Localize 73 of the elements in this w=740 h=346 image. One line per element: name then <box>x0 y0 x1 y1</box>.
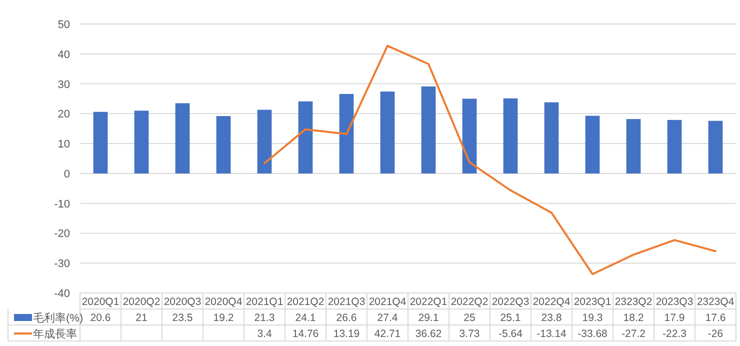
data-label: 17.9 <box>664 312 685 324</box>
bar <box>421 86 436 174</box>
data-label: 19.3 <box>582 312 603 324</box>
bar <box>708 120 723 174</box>
data-label: 3.4 <box>257 328 272 340</box>
x-tick-label: 2022Q1 <box>410 296 448 308</box>
x-tick-label: 2020Q3 <box>164 296 202 308</box>
data-label: 19.2 <box>213 312 234 324</box>
x-tick-label: 2022Q3 <box>492 296 530 308</box>
data-label: 20.6 <box>90 312 111 324</box>
data-label: 24.1 <box>295 312 316 324</box>
data-label: 18.2 <box>623 312 644 324</box>
y-tick-label: 20 <box>58 108 70 121</box>
bar <box>339 94 354 174</box>
bar <box>544 102 559 174</box>
x-tick-label: 2020Q1 <box>82 296 120 308</box>
y-tick-label: -10 <box>54 198 70 210</box>
x-tick-label: 2021Q2 <box>286 296 324 308</box>
data-label: 21 <box>136 312 148 324</box>
x-tick-label: 2023Q1 <box>574 296 612 308</box>
y-tick-label: -20 <box>54 228 70 240</box>
x-tick-label: 2323Q4 <box>696 296 734 308</box>
x-tick-label: 2022Q4 <box>532 296 570 308</box>
data-label: -22.3 <box>662 328 687 340</box>
line-series <box>264 44 716 276</box>
data-label: 42.71 <box>374 328 401 340</box>
data-label: 3.73 <box>459 328 480 340</box>
y-tick-label: 0 <box>64 168 70 180</box>
legend-label: 毛利率(%) <box>33 312 84 324</box>
bar <box>93 112 108 174</box>
data-label: -33.68 <box>578 328 608 340</box>
x-tick-label: 2021Q3 <box>328 296 366 308</box>
legend-label: 年成長率 <box>33 328 77 340</box>
data-label: 14.76 <box>292 328 319 340</box>
data-label: -27.2 <box>622 328 646 340</box>
data-label: 23.8 <box>541 312 562 324</box>
x-tick-label: 2020Q2 <box>122 296 160 308</box>
x-tick-label: 2021Q4 <box>368 296 406 308</box>
data-label: 25.1 <box>500 312 521 324</box>
bar <box>503 98 518 174</box>
data-label: 25 <box>464 312 476 324</box>
bar <box>257 110 272 174</box>
y-tick-label: 50 <box>58 19 70 31</box>
y-tick-label: -40 <box>54 288 70 300</box>
data-label: 21.3 <box>254 312 275 324</box>
y-tick-label: 10 <box>58 138 70 151</box>
data-label: 23.5 <box>172 312 193 324</box>
bar <box>462 98 477 174</box>
y-tick-label: 30 <box>58 78 70 91</box>
bar <box>298 101 313 174</box>
data-label: -5.64 <box>498 328 523 340</box>
bar <box>667 120 682 174</box>
bar <box>380 92 395 174</box>
y-tick-label: 40 <box>58 48 70 61</box>
data-label: -13.14 <box>536 328 567 340</box>
bar <box>585 116 600 174</box>
data-label: 27.4 <box>377 312 398 324</box>
data-label: -26 <box>708 328 724 340</box>
x-tick-label: 2023Q3 <box>656 296 694 308</box>
data-label: 17.6 <box>705 312 726 324</box>
y-tick-label: -30 <box>54 258 70 270</box>
bar <box>134 110 149 174</box>
x-tick-label: 2021Q1 <box>246 296 284 308</box>
bar <box>175 103 190 174</box>
x-tick-label: 2022Q2 <box>450 296 488 308</box>
bar <box>216 116 231 174</box>
bar <box>626 119 641 174</box>
data-label: 26.6 <box>336 312 357 324</box>
x-tick-label: 2020Q4 <box>204 296 242 308</box>
x-tick-label: 2323Q2 <box>614 296 652 308</box>
data-label: 36.62 <box>415 328 442 340</box>
data-label: 29.1 <box>418 312 439 324</box>
data-label: 13.19 <box>333 328 360 340</box>
